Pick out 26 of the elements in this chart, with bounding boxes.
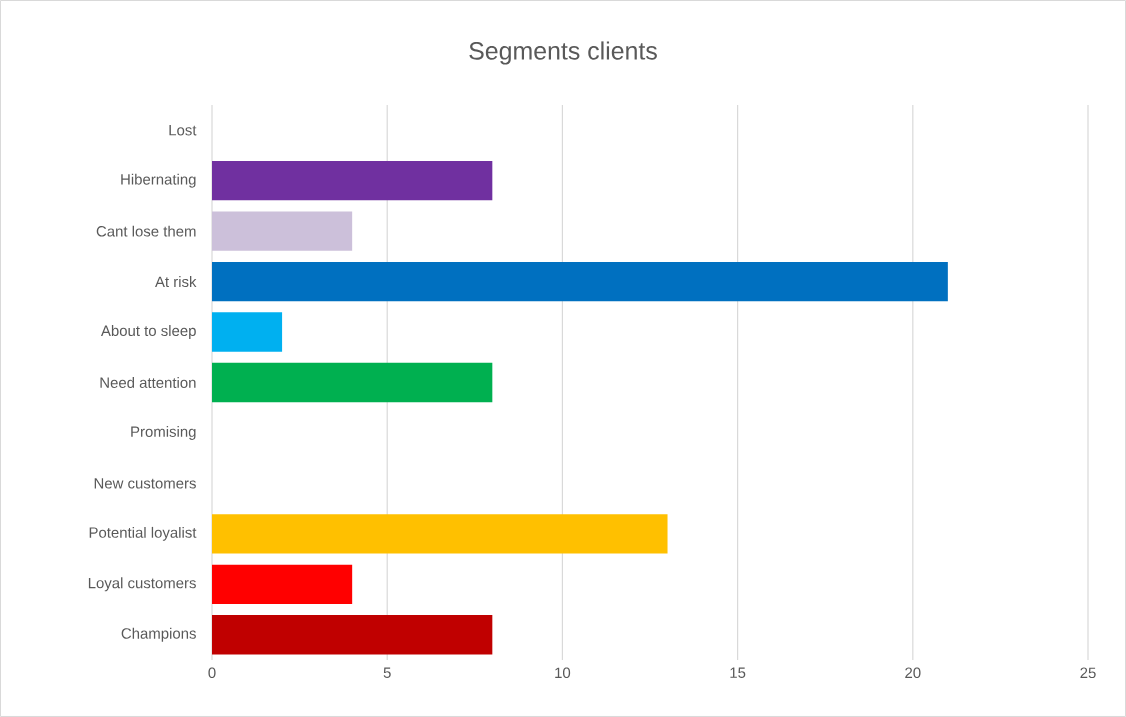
bar: [212, 261, 948, 302]
y-tick-label: Potential loyalist: [89, 526, 197, 541]
bar: [212, 211, 353, 251]
bar: [212, 362, 493, 403]
y-tick-label: Promising: [131, 425, 196, 440]
y-tick-label: Champions: [121, 627, 196, 642]
y-tick-label: Hibernating: [121, 173, 196, 188]
y-tick-label: Need attention: [100, 377, 196, 388]
bar: [212, 312, 283, 352]
y-tick-label: About to sleep: [100, 325, 196, 339]
y-tick-label: Loyal customers: [88, 577, 196, 592]
x-tick-label: 10: [555, 667, 571, 679]
x-tick-label: 20: [905, 667, 921, 679]
x-tick-label: 15: [730, 667, 746, 678]
y-tick-label: Lost: [169, 125, 197, 136]
bar: [212, 615, 493, 655]
x-tick-label: 5: [383, 667, 391, 678]
chart-title: Segments clients: [469, 41, 657, 65]
x-tick-label: 0: [208, 667, 216, 679]
y-tick-label: Cant lose them: [96, 225, 196, 237]
y-tick-label: New customers: [94, 478, 196, 489]
bar: [212, 514, 668, 554]
bar: [212, 160, 493, 201]
x-tick-label: 25: [1080, 667, 1096, 679]
bar: [212, 564, 353, 604]
y-tick-label: At risk: [155, 276, 197, 288]
